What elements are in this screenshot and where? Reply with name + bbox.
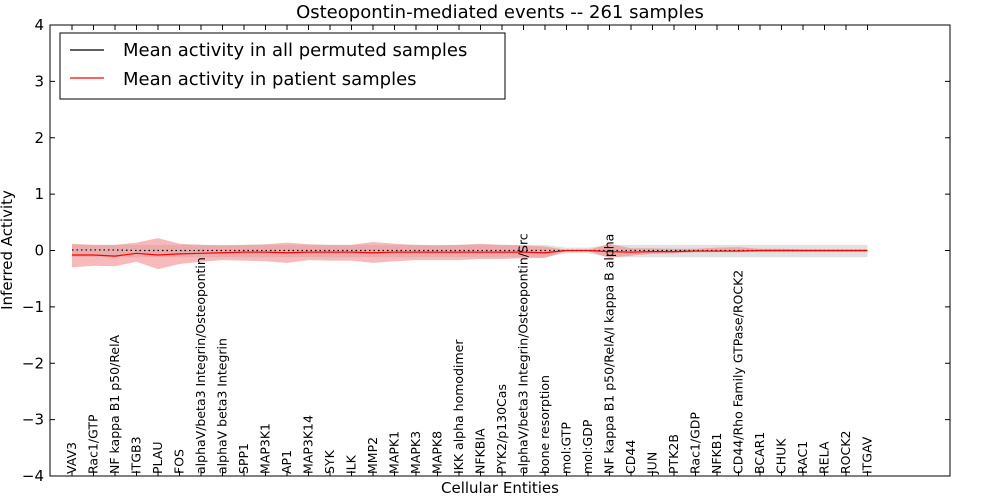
category-label: NF kappa B1 p50/RelA/I kappa B alpha [602, 234, 617, 474]
y-tick-label: 0 [34, 242, 44, 260]
category-label: alphaV/beta3 Integrin/Osteopontin/Src [516, 233, 531, 474]
category-label: bone resorption [537, 375, 552, 474]
y-tick-label: 4 [34, 16, 44, 34]
category-label: IKK alpha homodimer [451, 339, 466, 474]
category-label: RELA [817, 441, 832, 474]
category-label: MMP2 [365, 437, 380, 474]
y-tick-label: −2 [22, 354, 44, 372]
category-label: FOS [172, 449, 187, 474]
y-tick-label: 3 [34, 72, 44, 90]
category-label: PLAU [150, 442, 165, 475]
category-label: ITGAV [860, 436, 875, 474]
legend-label-patient: Mean activity in patient samples [123, 69, 417, 90]
category-label: JUN [645, 452, 660, 475]
chart-title: Osteopontin-mediated events -- 261 sampl… [296, 2, 704, 23]
category-label: RAC1 [795, 441, 810, 474]
category-label: Rac1/GTP [86, 414, 101, 474]
category-label: ITGB3 [129, 436, 144, 474]
y-axis-label: Inferred Activity [0, 190, 16, 310]
category-label: alphaV/beta3 Integrin/Osteopontin [193, 257, 208, 474]
category-label: MAPK1 [387, 431, 402, 474]
category-label: mol:GTP [559, 422, 574, 474]
category-label: ROCK2 [838, 431, 853, 474]
category-label: ILK [344, 454, 359, 474]
category-label: BCAR1 [752, 432, 767, 474]
y-axis: −4 −3 −2 −1 0 1 2 3 4 [22, 16, 950, 485]
category-label: NFKBIA [473, 428, 488, 474]
x-axis-category-labels: VAV3 Rac1/GTP NF kappa B1 p50/RelA ITGB3 PLA… [64, 25, 875, 476]
category-label: VAV3 [64, 442, 79, 474]
category-label: AP1 [279, 450, 294, 474]
category-label: PTK2B [666, 434, 681, 474]
category-label: SPP1 [236, 443, 251, 474]
category-label: MAPK3 [408, 431, 423, 474]
category-label: NFKB1 [709, 433, 724, 474]
category-label: CHUK [774, 438, 789, 474]
y-tick-label: 1 [34, 185, 44, 203]
category-label: CD44/Rho Family GTPase/ROCK2 [731, 270, 746, 474]
band-series-1 [72, 238, 868, 270]
category-label: NF kappa B1 p50/RelA [107, 334, 122, 474]
category-label: PYK2/p130Cas [494, 384, 509, 474]
category-label: MAPK8 [430, 431, 445, 474]
category-label: MAP3K14 [301, 415, 316, 474]
category-label: alphaV beta3 Integrin [215, 338, 230, 474]
y-tick-label: −4 [22, 467, 44, 485]
plot-area [72, 238, 868, 270]
y-tick-label: 2 [34, 129, 44, 147]
category-label: Rac1/GDP [688, 412, 703, 474]
x-axis-label: Cellular Entities [441, 479, 559, 497]
category-label: SYK [322, 449, 337, 474]
category-label: CD44 [623, 440, 638, 474]
y-tick-label: −1 [22, 298, 44, 316]
legend: Mean activity in all permuted samples Me… [59, 32, 506, 100]
category-label: mol:GDP [580, 419, 595, 474]
legend-label-permuted: Mean activity in all permuted samples [123, 40, 467, 61]
legend-box [59, 32, 506, 100]
category-label: MAP3K1 [258, 423, 273, 474]
line-series-1 [72, 249, 868, 257]
y-tick-label: −3 [22, 411, 44, 429]
